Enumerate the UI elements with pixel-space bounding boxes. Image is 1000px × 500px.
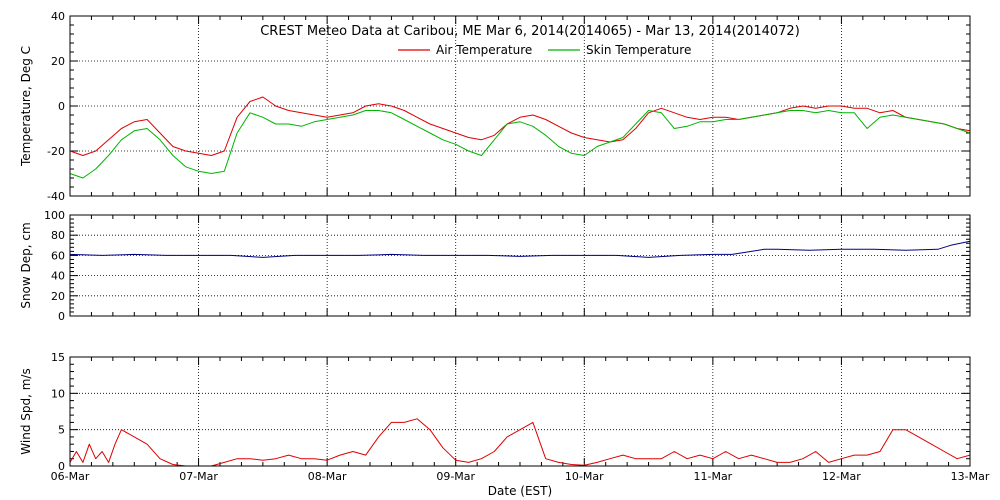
y-tick-label: 10 xyxy=(51,387,65,400)
y-tick-label: -40 xyxy=(47,190,65,203)
series-line-air-temperature xyxy=(69,96,971,156)
chart-panels: -40 -20 0 20 40 Temperature, Deg C 0 20 40 60 80 10… xyxy=(19,10,971,473)
y-tick-label: -20 xyxy=(47,145,65,158)
x-axis-label: Date (EST) xyxy=(488,484,552,498)
y-tick-label: 0 xyxy=(58,460,65,473)
chart-title: CREST Meteo Data at Caribou, ME Mar 6, 2… xyxy=(260,24,800,39)
plot-frame xyxy=(69,15,971,197)
legend: Air Temperature Skin Temperature xyxy=(398,43,691,57)
x-tick-label: 06-Mar xyxy=(51,470,90,483)
legend-label-air: Air Temperature xyxy=(436,43,532,57)
x-tick-label: 11-Mar xyxy=(693,470,732,483)
plot-frame xyxy=(69,356,971,467)
temperature-panel: -40 -20 0 20 40 Temperature, Deg C xyxy=(19,10,971,203)
y-tick-label: 40 xyxy=(51,10,65,23)
x-tick-label: 12-Mar xyxy=(822,470,861,483)
y-tick-label: 20 xyxy=(51,55,65,68)
y-tick-label: 20 xyxy=(51,290,65,303)
legend-label-skin: Skin Temperature xyxy=(586,43,691,57)
y-axis-label: Wind Spd, m/s xyxy=(19,368,33,454)
x-tick-label: 07-Mar xyxy=(179,470,218,483)
y-tick-label: 0 xyxy=(58,310,65,323)
y-axis-label: Snow Dep, cm xyxy=(19,222,33,308)
x-tick-label: 08-Mar xyxy=(308,470,347,483)
y-tick-label: 60 xyxy=(51,249,65,262)
y-tick-label: 15 xyxy=(51,351,65,364)
y-tick-label: 0 xyxy=(58,100,65,113)
x-tick-label: 09-Mar xyxy=(436,470,475,483)
x-tick-labels: 06-Mar 07-Mar 08-Mar 09-Mar 10-Mar 11-Mar 12-M… xyxy=(51,470,990,483)
plot-frame xyxy=(69,214,971,317)
y-tick-label: 100 xyxy=(44,209,65,222)
y-tick-label: 80 xyxy=(51,229,65,242)
y-axis-label: Temperature, Deg C xyxy=(19,46,33,167)
wind-speed-panel: 0 5 10 15 Wind Spd, m/s xyxy=(19,351,971,473)
x-tick-label: 10-Mar xyxy=(565,470,604,483)
x-tick-label: 13-Mar xyxy=(951,470,990,483)
series-line-skin-temperature xyxy=(69,110,971,179)
y-tick-label: 40 xyxy=(51,270,65,283)
y-tick-label: 5 xyxy=(58,424,65,437)
series-line-wind-speed xyxy=(69,418,971,467)
series-line-snow-depth xyxy=(69,240,971,258)
snow-depth-panel: 0 20 40 60 80 100 Snow Dep, cm xyxy=(19,209,971,323)
